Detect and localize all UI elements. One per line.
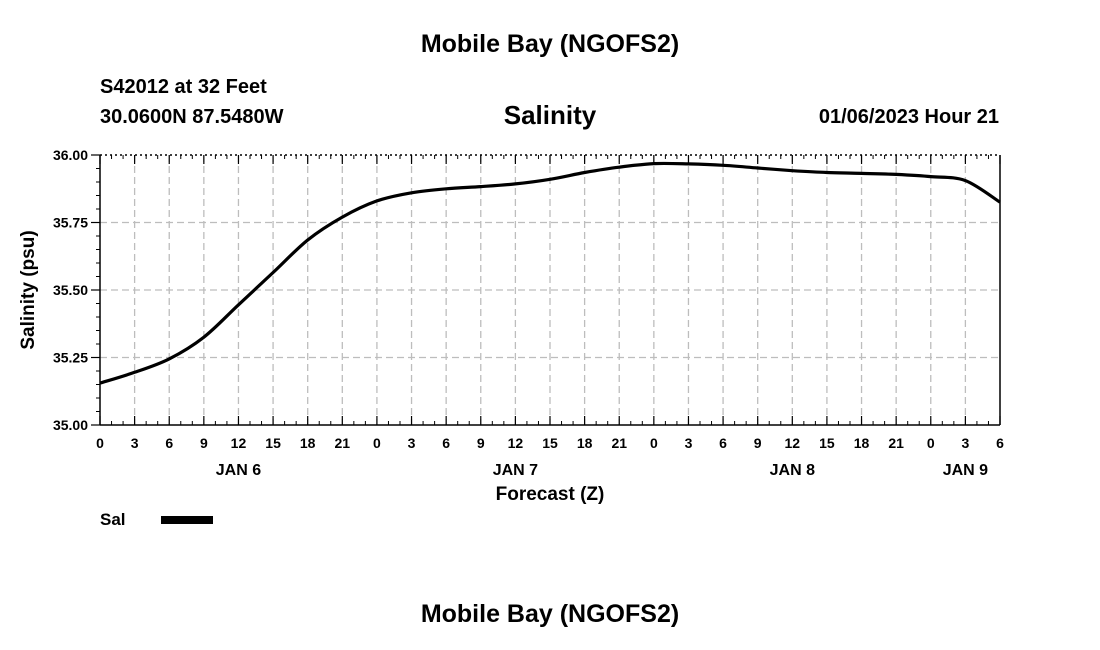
x-tick-label: 3: [408, 435, 416, 451]
x-tick-label: 6: [442, 435, 450, 451]
x-tick-label: 6: [165, 435, 173, 451]
x-tick-label: 18: [577, 435, 593, 451]
x-tick-label: 3: [685, 435, 693, 451]
x-tick-label: 6: [719, 435, 727, 451]
day-label: JAN 9: [943, 462, 988, 479]
x-axis-label: Forecast (Z): [496, 484, 605, 505]
x-tick-label: 12: [785, 435, 801, 451]
x-tick-label: 12: [231, 435, 247, 451]
x-tick-label: 0: [96, 435, 104, 451]
x-tick-label: 21: [611, 435, 627, 451]
y-axis-label: Salinity (psu): [18, 230, 39, 349]
y-tick-label: 35.50: [53, 282, 88, 298]
x-tick-label: 0: [927, 435, 935, 451]
station-label: S42012 at 32 Feet: [100, 76, 267, 98]
day-label: JAN 7: [493, 462, 538, 479]
x-tick-label: 21: [888, 435, 904, 451]
y-tick-label: 36.00: [53, 147, 88, 163]
x-tick-label: 9: [200, 435, 208, 451]
x-tick-label: 18: [854, 435, 870, 451]
y-tick-label: 35.00: [53, 417, 88, 433]
series-line-salinity: [99, 161, 1001, 385]
salinity-chart: 0 3 6 9 12 15 18 21 0 3 6 9 12 15 18 21 0 3 6 9 12 15 18 21 0 3 6 3…: [18, 147, 1004, 505]
x-tick-label: 15: [265, 435, 281, 451]
legend-swatch: [161, 516, 213, 524]
forecast-datetime: 01/06/2023 Hour 21: [818, 106, 999, 128]
y-tick-label: 35.75: [53, 215, 88, 231]
chart-title: Salinity: [503, 100, 597, 130]
x-tick-label: 9: [754, 435, 762, 451]
x-tick-label: 6: [996, 435, 1004, 451]
x-tick-label: 9: [477, 435, 485, 451]
y-tick-label: 35.25: [53, 350, 88, 366]
legend-label: Sal: [100, 510, 126, 529]
x-tick-label: 3: [131, 435, 139, 451]
x-tick-label: 15: [542, 435, 558, 451]
x-tick-label: 15: [819, 435, 835, 451]
day-label: JAN 6: [216, 462, 261, 479]
x-tick-label: 0: [373, 435, 381, 451]
x-tick-label: 21: [335, 435, 351, 451]
x-tick-label: 18: [300, 435, 316, 451]
x-tick-label: 3: [961, 435, 969, 451]
coordinates-label: 30.0600N 87.5480W: [100, 106, 284, 128]
x-tick-label: 12: [508, 435, 524, 451]
footer-title: Mobile Bay (NGOFS2): [420, 600, 680, 628]
page-title: Mobile Bay (NGOFS2): [420, 30, 680, 58]
day-label: JAN 8: [770, 462, 815, 479]
x-tick-label: 0: [650, 435, 658, 451]
